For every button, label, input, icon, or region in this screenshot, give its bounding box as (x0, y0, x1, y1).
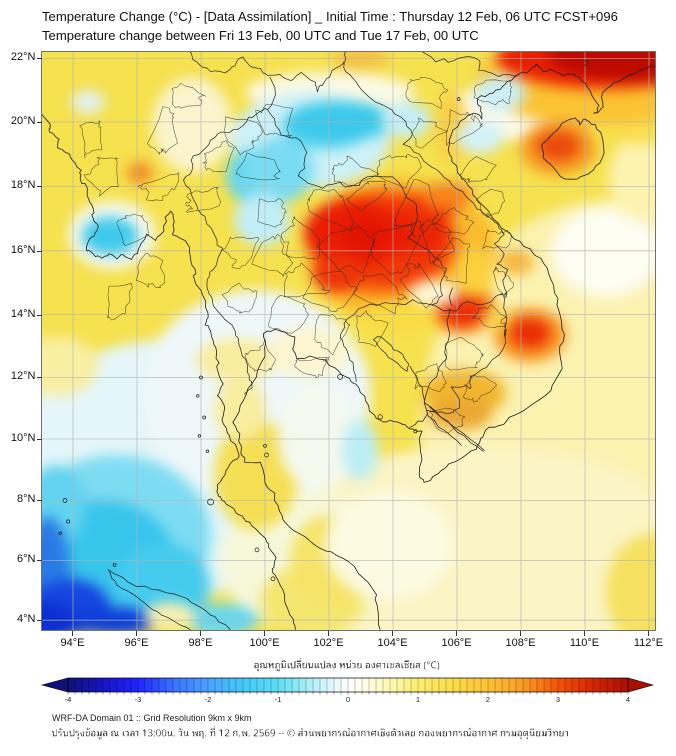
svg-text:0: 0 (346, 695, 350, 704)
svg-text:-2: -2 (205, 695, 212, 704)
svg-text:2: 2 (486, 695, 490, 704)
svg-text:4: 4 (626, 695, 630, 704)
svg-text:-1: -1 (275, 695, 282, 704)
svg-text:3: 3 (556, 695, 560, 704)
svg-text:1: 1 (416, 695, 420, 704)
svg-text:3: 3 (584, 59, 589, 68)
svg-text:-3: -3 (135, 695, 142, 704)
svg-text:-4: -4 (65, 695, 72, 704)
